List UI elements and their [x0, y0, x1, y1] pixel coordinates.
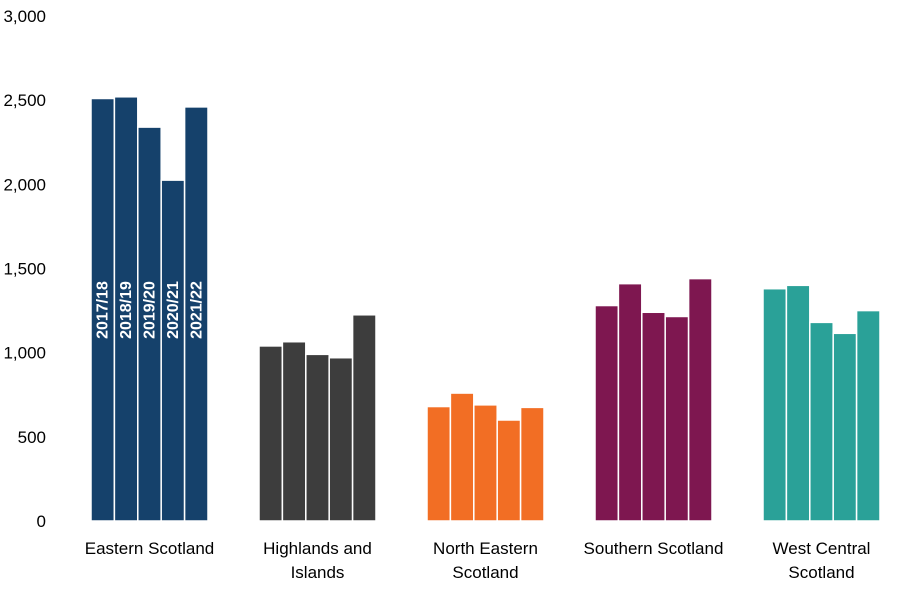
bar [664, 315, 690, 522]
category-label-line2: Scotland [788, 563, 854, 582]
y-tick-label: 1,500 [3, 260, 46, 279]
category-label: West Central [773, 539, 871, 558]
bar [785, 284, 811, 522]
y-tick-label: 0 [37, 512, 46, 531]
category-label-line2: Islands [291, 563, 345, 582]
bar [328, 356, 354, 522]
bar [519, 406, 545, 522]
bar [762, 287, 788, 522]
bar-year-label: 2018/19 [118, 281, 135, 339]
y-tick-label: 2,000 [3, 175, 46, 194]
x-axis: Eastern Scotland Highlands and Islands Nort… [85, 539, 871, 582]
bar-year-label: 2019/20 [142, 281, 159, 339]
y-tick-label: 500 [18, 428, 46, 447]
bar-group [594, 277, 713, 522]
bar [258, 345, 284, 522]
category-label: North Eastern [433, 539, 538, 558]
bar-group [258, 314, 377, 522]
bar [449, 392, 475, 522]
bar [351, 314, 377, 522]
y-axis: 0 500 1,000 1,500 2,000 2,500 3,000 [3, 7, 46, 531]
category-label: Southern Scotland [584, 539, 724, 558]
bar-group [426, 392, 545, 522]
bar [160, 179, 186, 522]
bar [594, 304, 620, 522]
bar [426, 405, 452, 522]
bar-group [762, 284, 881, 522]
bar [496, 419, 522, 522]
y-tick-label: 1,000 [3, 344, 46, 363]
bar [617, 282, 643, 522]
bar [809, 321, 834, 522]
y-tick-label: 3,000 [3, 7, 46, 26]
bar-year-label: 2017/18 [95, 281, 112, 339]
bar [641, 311, 666, 522]
bar-groups: 2017/18 2018/19 2019/20 2020/21 2021/22 [90, 96, 881, 522]
bar [183, 106, 209, 522]
bar [281, 340, 307, 522]
category-label-line2: Scotland [452, 563, 518, 582]
bar-year-label: 2021/22 [188, 281, 205, 339]
bar [305, 353, 330, 522]
category-label: Eastern Scotland [85, 539, 214, 558]
bar-year-label: 2020/21 [165, 281, 182, 339]
y-tick-label: 2,500 [3, 91, 46, 110]
category-label: Highlands and [263, 539, 372, 558]
bar [832, 332, 858, 522]
bar-group [90, 96, 209, 522]
bar [687, 277, 713, 522]
bar [473, 404, 498, 522]
bar [855, 309, 881, 522]
